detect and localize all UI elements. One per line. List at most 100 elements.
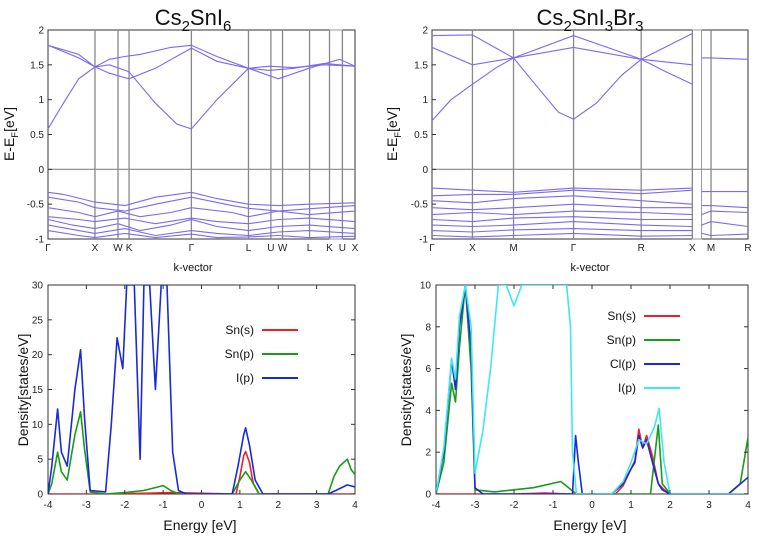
band-line: [431, 221, 693, 228]
kpoint-label: W: [113, 243, 123, 254]
band-line: [47, 196, 356, 212]
text-part: E-E: [384, 138, 400, 161]
x-tick-label: -2: [120, 500, 129, 511]
band-line: [47, 207, 356, 218]
band-line: [47, 230, 356, 239]
band-line: [47, 44, 356, 69]
band-line: [47, 191, 356, 207]
legend-label: Sn(s): [225, 323, 254, 337]
kpoint-label: M: [707, 243, 715, 254]
band-line: [701, 205, 749, 209]
band-structure-right-chart: -1-0.500.511.52Γ X M Γ R X M RCs2SnI3Br3E-EF[eV…: [384, 5, 752, 274]
x-tick-label: 3: [706, 500, 712, 511]
band-line: [431, 189, 693, 197]
kpoint-label: Γ: [189, 243, 195, 254]
y-tick-label: -0.5: [27, 200, 45, 211]
kpoint-label: X: [469, 243, 476, 254]
dos-series-line: [436, 285, 748, 494]
x-tick-label: -1: [549, 500, 558, 511]
dos-series-line: [436, 285, 748, 494]
band-line: [701, 232, 749, 237]
x-tick-label: -4: [44, 500, 53, 511]
kpoint-label: X: [352, 243, 359, 254]
kpoint-label: U: [267, 243, 274, 254]
x-tick-label: 1: [628, 500, 634, 511]
band-line: [47, 218, 356, 232]
kpoint-label: K: [326, 243, 333, 254]
subscript-part: F: [10, 132, 21, 138]
x-tick-label: 2: [667, 500, 673, 511]
y-tick-label: 4: [425, 406, 431, 417]
legend-label: Sn(s): [607, 309, 636, 323]
legend-label: Sn(p): [225, 347, 254, 361]
kpoint-label: Γ: [571, 243, 577, 254]
y-tick-label: 6: [425, 364, 431, 375]
x-tick-label: 0: [589, 500, 595, 511]
subscript-part: 2: [563, 18, 571, 35]
y-tick-label: 1: [38, 95, 44, 106]
kpoint-label: M: [509, 243, 517, 254]
text-part: SnI: [190, 5, 223, 30]
chart-title: Cs2SnI6: [155, 5, 232, 35]
y-tick-label: 0: [422, 165, 428, 176]
x-axis-label: Energy [eV]: [553, 517, 626, 533]
y-tick-label: 2: [425, 448, 431, 459]
dos-series-line: [436, 428, 748, 494]
y-tick-label: 5: [37, 455, 43, 466]
legend-label: I(p): [236, 371, 254, 385]
text-part: E-E: [1, 138, 17, 161]
band-line: [47, 58, 356, 130]
x-tick-label: -3: [471, 500, 480, 511]
band-line: [701, 57, 749, 60]
band-line: [47, 216, 356, 225]
subscript-part: F: [393, 132, 404, 138]
y-axis-label: E-EF[eV]: [384, 107, 404, 161]
dos-series-line: [436, 285, 748, 494]
x-tick-label: -3: [82, 500, 91, 511]
kpoint-label: X: [689, 243, 696, 254]
y-tick-label: 15: [32, 385, 44, 396]
x-tick-label: 3: [314, 500, 320, 511]
x-axis-label: Energy [eV]: [163, 517, 236, 533]
x-tick-label: 4: [352, 500, 358, 511]
y-axis-label-group: Density[states/eV]: [398, 334, 414, 447]
band-structure-left-chart: -1-0.500.511.52Γ X W K Γ L U W L K U XCs2SnI6E-EF[e…: [1, 5, 359, 274]
y-tick-label: 8: [425, 322, 431, 333]
dos-right-chart: -4 -3 -2 -1 0 1 2 3 4 0 2 4 6 8 10 Sn(s) Sn(p) Cl(p) I(p) E…: [398, 281, 751, 534]
band-line: [431, 57, 693, 121]
x-tick-label: 0: [199, 500, 205, 511]
path-break: [691, 29, 703, 240]
band-line: [47, 224, 356, 237]
y-tick-label: 10: [32, 420, 44, 431]
band-line: [431, 210, 693, 216]
band-line: [431, 228, 693, 233]
text-part: Cs: [155, 5, 182, 30]
y-tick-label: -1: [35, 235, 44, 246]
x-tick-label: 1: [237, 500, 243, 511]
kpoint-label: Γ: [45, 243, 51, 254]
kpoint-label: K: [126, 243, 133, 254]
kpoint-label: X: [92, 243, 99, 254]
y-tick-label: 1.5: [414, 60, 428, 71]
y-tick-label: 1: [422, 95, 428, 106]
y-tick-label: 2: [422, 26, 428, 37]
band-line: [701, 210, 749, 216]
y-tick-label: 10: [420, 281, 432, 292]
y-tick-label: 1.5: [30, 60, 44, 71]
subscript-part: 6: [223, 18, 231, 35]
y-axis-label: Density[states/eV]: [15, 334, 31, 447]
band-line: [431, 216, 693, 223]
y-tick-label: 2: [38, 26, 44, 37]
y-axis-label: E-EF[eV]: [1, 107, 21, 161]
x-tick-label: -1: [159, 500, 168, 511]
y-tick-label: 0: [38, 165, 44, 176]
x-axis-label: k-vector: [173, 262, 212, 274]
dos-series-line: [48, 450, 355, 494]
subscript-part: 3: [605, 18, 613, 35]
x-axis-label: k-vector: [570, 262, 609, 274]
y-tick-label: -1: [419, 235, 428, 246]
subscript-part: 2: [182, 18, 190, 35]
band-line: [431, 187, 693, 193]
y-tick-label: 30: [32, 281, 44, 292]
kpoint-label: Γ: [429, 243, 435, 254]
